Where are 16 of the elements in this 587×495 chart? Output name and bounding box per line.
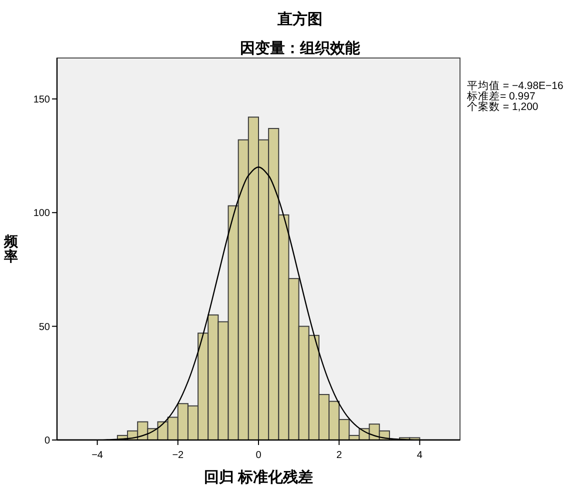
chart-title: 直方图 [276,10,322,28]
y-axis-title: 频率 [3,233,19,264]
y-tick-label: 150 [33,94,50,106]
x-axis-title: 回归 标准化残差 [204,469,314,486]
chart-subtitle: 因变量：组织效能 [240,39,361,57]
text: 平均值 = −4.98E−16 [467,80,564,92]
x-tick-label: 4 [416,450,423,461]
y-tick-label: 100 [33,208,50,220]
y-tick-label: 0 [44,436,50,446]
x-tick-label: 2 [336,450,342,461]
x-tick-label: −4 [92,450,104,461]
text: 标准差= 0.997 [466,90,536,102]
y-tick-label: 50 [38,322,50,333]
text: 个案数 = 1,200 [467,100,538,113]
x-tick-label: −2 [172,450,184,461]
x-tick-label: 0 [256,450,262,461]
